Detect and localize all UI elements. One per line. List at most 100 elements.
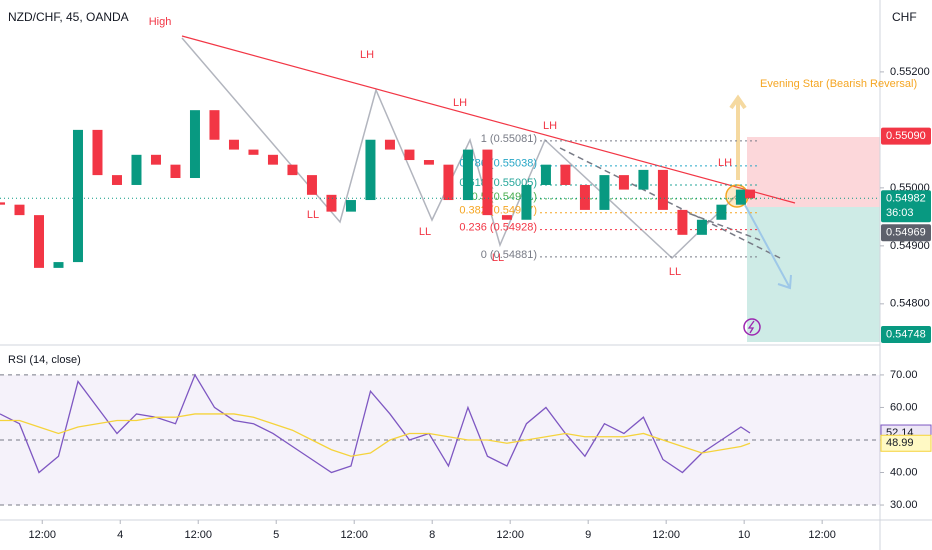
fib-label: 0.382 (0.54957) [459, 205, 537, 217]
candle [462, 149, 473, 201]
candle [72, 129, 83, 263]
fib-label: 0.618 (0.55005) [459, 177, 537, 189]
x-tick-label: 4 [117, 529, 123, 541]
price-tag-label: 0.55090 [886, 130, 926, 142]
candle [170, 164, 181, 179]
candle [745, 189, 756, 199]
zigzag [181, 37, 743, 260]
candle [150, 154, 161, 165]
stop-zone [747, 137, 880, 207]
target-zone [747, 207, 880, 342]
candle [638, 169, 649, 190]
candle [131, 154, 142, 185]
annotation: High [149, 16, 172, 28]
y-tick-label: 70.00 [890, 369, 918, 381]
candle [423, 160, 434, 165]
candle [716, 204, 727, 220]
annotation: LL [492, 252, 504, 264]
x-tick-label: 12:00 [28, 529, 56, 541]
annotation: LH [718, 157, 732, 169]
candle [384, 139, 395, 150]
pattern-arrow [729, 94, 747, 180]
candle [326, 194, 337, 212]
channel-line [559, 147, 781, 259]
y-tick-label: 0.55200 [890, 66, 930, 78]
candle [599, 175, 610, 210]
price-tag-label: 0.54982 [886, 193, 926, 205]
candle [248, 149, 259, 155]
candle [365, 139, 376, 201]
candle [92, 129, 103, 176]
x-tick-label: 10 [738, 529, 750, 541]
candle [14, 204, 25, 216]
x-tick-label: 12:00 [808, 529, 836, 541]
x-tick-label: 12:00 [184, 529, 212, 541]
annotation: LL [669, 266, 681, 278]
x-tick-label: 12:00 [340, 529, 368, 541]
annotation: LH [543, 120, 557, 132]
price-tag [881, 224, 931, 242]
candle [267, 154, 278, 165]
y-tick-label: 0.54900 [890, 240, 930, 252]
price-tag [881, 127, 931, 145]
annotation: LL [307, 209, 319, 221]
rsi-line [0, 413, 751, 457]
candle [501, 215, 512, 220]
trendline [181, 35, 796, 204]
pattern-label: Evening Star (Bearish Reversal) [760, 78, 917, 90]
candle [209, 110, 220, 140]
candle [735, 189, 746, 205]
candle [521, 184, 532, 220]
channel-line [679, 209, 761, 241]
annotation: LH [360, 49, 374, 61]
candle [404, 149, 415, 161]
candle [482, 149, 493, 216]
annotation: LL [419, 226, 431, 238]
candle [618, 175, 629, 190]
y-tick-label: 30.00 [890, 499, 918, 511]
value-tag [880, 434, 932, 452]
rsi-line [0, 373, 751, 474]
candle [657, 169, 668, 210]
fib-label: 0.786 (0.55038) [459, 158, 537, 170]
candle [560, 164, 571, 185]
currency: CHF [892, 10, 917, 24]
x-tick-label: 12:00 [496, 529, 524, 541]
x-tick-label: 12:00 [652, 529, 680, 541]
candle [306, 175, 317, 195]
y-tick-label: 60.00 [890, 401, 918, 413]
candle [189, 110, 200, 179]
value-tag-label: 48.99 [886, 437, 914, 449]
y-tick-label: 40.00 [890, 466, 918, 478]
x-tick-label: 5 [273, 529, 279, 541]
candle [228, 139, 239, 150]
event-icon-bolt [747, 320, 755, 334]
x-tick-label: 8 [429, 529, 435, 541]
candle [53, 262, 64, 268]
projection-arrow [744, 204, 792, 290]
candle [345, 200, 356, 212]
symbol-title: NZD/CHF, 45, OANDA [8, 10, 129, 24]
candle [33, 215, 44, 268]
price-tag [881, 325, 931, 343]
fib-label: 0 (0.54881) [481, 249, 537, 261]
price-tag-label: 0.54969 [886, 227, 926, 239]
event-icon[interactable] [743, 318, 761, 336]
fib-label: 0.236 (0.54928) [459, 222, 537, 234]
countdown: 36:03 [886, 207, 914, 219]
x-tick-label: 9 [585, 529, 591, 541]
y-tick-label: 0.54800 [890, 298, 930, 310]
rsi-title: RSI (14, close) [8, 354, 81, 366]
annotation: LH [453, 97, 467, 109]
price-tag [881, 190, 931, 223]
fib-label: 1 (0.55081) [481, 133, 537, 145]
candle [677, 209, 688, 235]
candle [287, 164, 298, 176]
candle [0, 202, 5, 205]
candle [696, 219, 707, 235]
candle [579, 184, 590, 210]
price-tag-label: 0.54748 [886, 328, 926, 340]
candle [540, 164, 551, 185]
